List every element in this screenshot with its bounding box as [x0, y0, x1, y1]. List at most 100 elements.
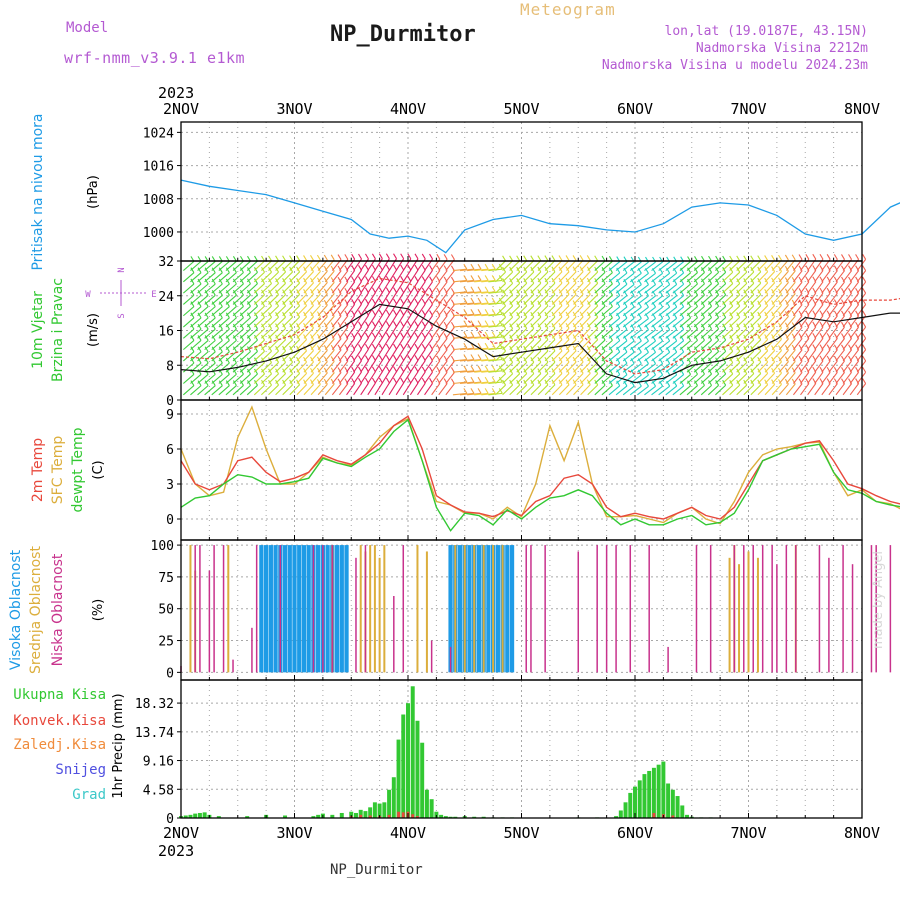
wind-barb — [424, 337, 434, 350]
wind-barb — [814, 326, 824, 339]
total-precip-bar — [651, 767, 656, 818]
wind-barb — [516, 305, 528, 317]
wind-barb-flag — [225, 323, 230, 330]
wind-barb — [693, 272, 705, 283]
wind-barb-flag — [275, 255, 280, 262]
wind-barb-flag — [477, 286, 482, 293]
wind-barb — [516, 350, 528, 362]
wind-barb-flag — [708, 368, 713, 375]
wind-barb — [523, 373, 535, 384]
wind-barb — [197, 294, 209, 305]
wind-barb-flag — [855, 254, 860, 260]
wind-barb — [211, 272, 223, 283]
wind-barb-flag — [239, 278, 244, 285]
high-cloud-bar — [448, 545, 453, 673]
wind-barb — [509, 305, 521, 317]
wind-barb — [622, 329, 635, 339]
wind-barb — [516, 282, 528, 294]
wind-barb-flag — [722, 334, 727, 341]
compass-n: N — [117, 267, 127, 272]
wind-barb — [467, 313, 482, 317]
wind-barb — [317, 361, 328, 373]
wind-barb-flag — [623, 312, 628, 319]
wind-barb-flag — [337, 333, 342, 339]
wind-barb — [253, 362, 265, 373]
wind-barb — [566, 293, 577, 305]
wind-barb-flag — [371, 276, 376, 282]
wind-barb — [743, 328, 755, 339]
wind-barb — [601, 306, 613, 317]
wind-barb — [558, 350, 570, 362]
wind-barb — [211, 385, 223, 396]
wind-barb-flag — [414, 377, 419, 384]
wind-barb-flag — [623, 267, 628, 274]
wind-barb — [658, 306, 671, 317]
altitude-label: Nadmorska Visina 2212m — [695, 41, 868, 56]
wind-barb — [785, 361, 796, 373]
wind-barb — [402, 314, 412, 328]
wind-barb — [190, 317, 202, 328]
wind-barb-flag — [385, 332, 390, 339]
wind-barb — [629, 340, 642, 351]
wind-barb-flag — [190, 380, 195, 386]
wind-barb — [736, 305, 748, 317]
wind-barb — [474, 325, 489, 328]
wind-barb — [289, 350, 300, 362]
wind-barb-flag — [722, 300, 727, 307]
low-cloud-bar — [312, 545, 315, 673]
wind-barb — [338, 326, 349, 339]
wind-barb — [715, 305, 727, 317]
wind-barb-flag — [708, 301, 713, 307]
wind-barb — [785, 383, 796, 396]
wind-barb — [785, 293, 796, 305]
wind-barb — [566, 282, 577, 294]
wind-barb — [821, 371, 831, 384]
wind-barb-flag — [225, 335, 230, 341]
wind-barb — [431, 304, 441, 317]
wind-barb — [622, 317, 635, 328]
wind-barb-flag — [729, 368, 734, 375]
wind-barb — [218, 351, 230, 362]
wind-barb — [438, 304, 448, 317]
wind-barb-flag — [323, 311, 328, 317]
wind-barb — [700, 339, 712, 351]
wind-barb-flag — [330, 265, 335, 272]
wind-barb — [246, 384, 258, 396]
wind-barb-flag — [791, 299, 796, 306]
wind-barb — [679, 317, 691, 328]
wind-barb — [474, 381, 489, 385]
wind-barb — [821, 360, 831, 373]
wind-barb — [707, 271, 719, 283]
wind-barb-flag — [400, 332, 405, 339]
wind-barb-flag — [623, 279, 628, 285]
wind-barb — [495, 328, 506, 339]
wind-barb-flag — [477, 388, 482, 394]
wind-barb — [622, 261, 635, 271]
wind-barb — [388, 303, 397, 317]
wind-barb — [409, 348, 419, 362]
y-tick-label: 24 — [158, 290, 174, 305]
wind-barb — [523, 328, 535, 339]
total-precip-bar — [656, 764, 661, 818]
wind-barb-flag — [393, 309, 397, 316]
wind-barb — [452, 336, 467, 339]
wind-barb-flag — [254, 312, 258, 318]
wind-barb — [388, 326, 397, 339]
wind-barb — [566, 271, 577, 283]
mid-cloud-bar — [738, 564, 741, 673]
wind-barb-flag — [204, 290, 209, 296]
wind-barb — [530, 282, 542, 294]
wind-barb-flag — [218, 346, 223, 353]
wind-barb — [651, 351, 663, 362]
wind-barb — [615, 306, 628, 317]
wind-barb — [814, 292, 824, 305]
wind-barb — [204, 385, 216, 396]
wind-barb — [211, 294, 223, 305]
wind-barb-flag — [484, 331, 489, 338]
wind-barb — [324, 361, 335, 373]
wind-barb — [360, 360, 369, 373]
high-cloud-bar — [505, 545, 510, 673]
pressure-unit-label: (hPa) — [86, 175, 101, 209]
total-precip-bar — [680, 805, 685, 818]
wind-barb-flag — [211, 312, 216, 319]
